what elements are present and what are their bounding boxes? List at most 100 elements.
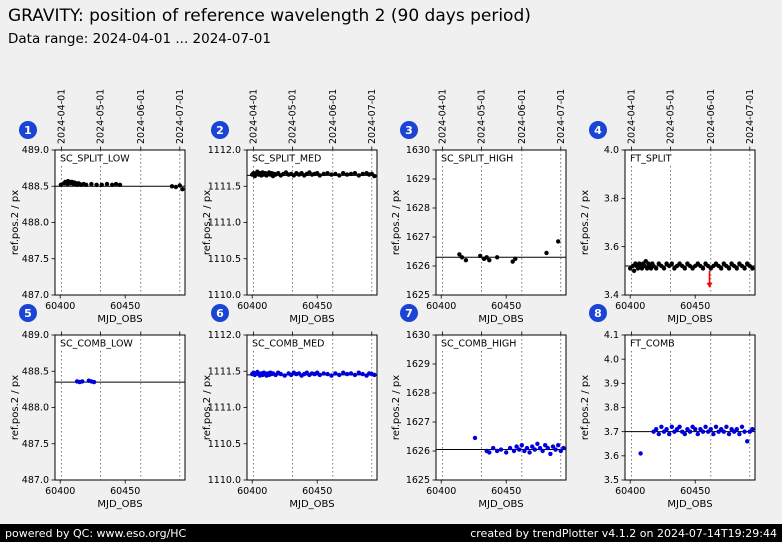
data-points: [58, 179, 185, 192]
data-point: [341, 171, 346, 176]
chart-svg: 2024-04-01 2024-05-01 2024-06-01 2024-07-01…: [202, 89, 378, 325]
x-tick-label: 60450: [491, 486, 521, 497]
y-axis-label: ref.pos.2 / px: [391, 375, 402, 440]
data-point: [511, 448, 517, 454]
y-tick-label: 1111.0: [208, 403, 241, 414]
data-point: [321, 371, 326, 376]
x-axis-label: MJD_OBS: [97, 314, 142, 325]
y-axis-label: ref.pos.2 / px: [391, 190, 402, 255]
x-tick-label: 60450: [680, 486, 710, 497]
chart-panel-sc-comb-low[interactable]: 487.0 487.5 488.0 488.5 489.0 60400 60450 SC_CO…: [8, 300, 200, 512]
chart-number: 1: [24, 124, 32, 137]
series-label-bg: [627, 337, 675, 349]
chart-panel-sc-split-high[interactable]: 2024-04-01 2024-05-01 2024-06-01 2024-07-01…: [389, 78, 581, 330]
x-tick-label: 60450: [302, 486, 332, 497]
data-point: [89, 181, 94, 187]
data-point: [329, 373, 334, 378]
y-tick-label: 1112.0: [208, 330, 241, 341]
footer-powered-by-link[interactable]: powered by QC: www.eso.org/HC: [5, 526, 187, 540]
series-label-bg: [57, 337, 128, 349]
data-point: [558, 448, 563, 454]
chart-number-badge[interactable]: [589, 304, 607, 322]
y-tick-label: 3.8: [604, 403, 619, 414]
plot-area: [624, 334, 756, 481]
data-point: [682, 266, 687, 271]
data-point: [348, 371, 354, 376]
data-point: [540, 448, 545, 454]
data-point: [344, 172, 350, 177]
chart-panel-ft-comb[interactable]: 3.5 3.6 3.7 3.8 3.9 4.0 4.1 60400 60450 FT_COMB re…: [578, 300, 770, 512]
y-tick-label: 1625: [406, 475, 430, 486]
series-label-bg: [438, 152, 521, 164]
data-point: [99, 182, 105, 187]
data-point: [459, 255, 465, 260]
data-point: [726, 431, 732, 437]
chart-number-badge[interactable]: [400, 304, 418, 322]
y-axis-label: ref.pos.2 / px: [10, 190, 21, 255]
chart-svg: 3.5 3.6 3.7 3.8 3.9 4.0 4.1 60400 60450 FT_COMBre…: [580, 304, 756, 510]
alert-arrowhead-icon: [706, 282, 713, 288]
data-point: [457, 252, 462, 257]
date-tick-label: 2024-06-01: [328, 89, 339, 144]
data-point: [494, 255, 500, 260]
y-tick-label: 1112.0: [208, 145, 241, 156]
chart-number-badge[interactable]: [19, 304, 37, 322]
data-point: [726, 266, 732, 271]
series-label-bg: [438, 337, 515, 349]
series-label: FT_SPLIT: [630, 154, 672, 165]
plot-area: [435, 149, 567, 296]
date-tick-label: 2024-07-01: [175, 89, 186, 144]
chart-number-badge[interactable]: [19, 121, 37, 139]
series-label-bg: [249, 337, 320, 349]
data-point: [517, 447, 522, 452]
x-axis-label: MJD_OBS: [289, 314, 334, 325]
data-point: [491, 445, 496, 451]
chart-panel-sc-comb-high[interactable]: 1625 1626 1627 1628 1629 1630 60400 60450 SC_COM…: [389, 300, 581, 512]
series-label-bg: [627, 152, 681, 164]
chart-number: 8: [594, 307, 602, 320]
data-point: [742, 266, 747, 271]
y-tick-label: 1626: [406, 261, 430, 272]
x-tick-label: 60450: [680, 301, 710, 312]
data-point: [352, 372, 358, 378]
data-point: [734, 266, 739, 271]
plot-area: [624, 149, 756, 296]
data-point: [84, 182, 89, 187]
series-label: SC_SPLIT_LOW: [60, 154, 130, 165]
data-point: [337, 372, 342, 378]
chart-panel-sc-split-low[interactable]: 2024-04-01 2024-05-01 2024-06-01 2024-07-01…: [8, 78, 200, 330]
y-tick-label: 3.6: [604, 242, 619, 253]
data-points: [74, 378, 97, 385]
data-point: [360, 171, 365, 177]
x-tick-label: 60400: [45, 301, 75, 312]
data-point: [711, 431, 716, 437]
y-tick-label: 488.5: [22, 366, 49, 377]
chart-number-badge[interactable]: [211, 121, 229, 139]
chart-svg: 1110.0 1110.5 1111.0 1111.5 1112.0 60400 60450…: [202, 304, 378, 510]
data-point: [553, 447, 558, 452]
chart-number-badge[interactable]: [400, 121, 418, 139]
data-point: [750, 427, 755, 432]
chart-svg: 2024-04-01 2024-05-01 2024-06-01 2024-07-01…: [580, 89, 756, 325]
chart-number-badge[interactable]: [589, 121, 607, 139]
footer-bar: powered by QC: www.eso.org/HC created by…: [0, 524, 782, 542]
chart-number-badge[interactable]: [211, 304, 229, 322]
y-tick-label: 4.1: [604, 330, 619, 341]
chart-number: 5: [24, 307, 32, 320]
data-point: [750, 266, 755, 271]
chart-panel-sc-comb-med[interactable]: 1110.0 1110.5 1111.0 1111.5 1112.0 60400 60450…: [200, 300, 392, 512]
chart-panel-sc-split-med[interactable]: 2024-04-01 2024-05-01 2024-06-01 2024-07-01…: [200, 78, 392, 330]
data-point: [661, 266, 667, 271]
date-tick-label: 2024-04-01: [438, 89, 449, 144]
y-tick-label: 1630: [406, 330, 430, 341]
y-tick-label: 4.0: [604, 145, 619, 156]
data-point: [700, 266, 706, 271]
x-tick-label: 60450: [110, 301, 140, 312]
y-tick-label: 3.7: [604, 427, 619, 438]
date-tick-label: 2024-04-01: [627, 89, 638, 144]
chart-panel-ft-split[interactable]: 2024-04-01 2024-05-01 2024-06-01 2024-07-01…: [578, 78, 770, 330]
data-point: [695, 431, 700, 437]
data-points: [472, 435, 566, 457]
y-tick-label: 488.0: [22, 218, 49, 229]
data-point: [463, 258, 469, 263]
